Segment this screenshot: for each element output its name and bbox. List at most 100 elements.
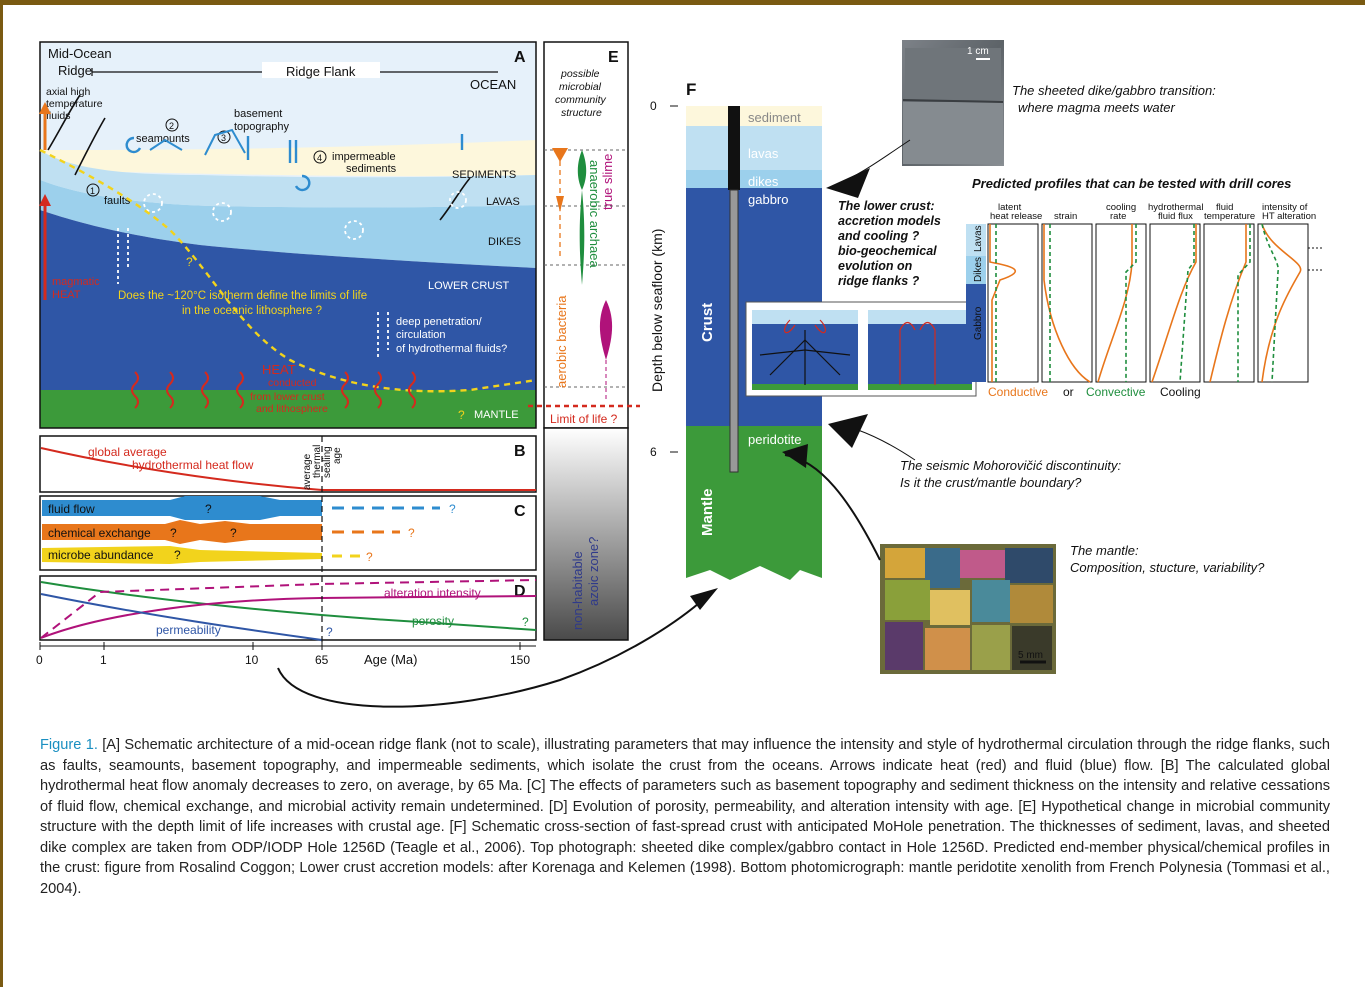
age-tick-1: 1 [100, 653, 107, 667]
conducted-label-1: conducted [268, 377, 317, 389]
isotherm-text-2: in the oceanic lithosphere ? [182, 305, 322, 317]
mor-label-2: Ridge [58, 63, 92, 78]
e-title-1: possible [560, 68, 600, 80]
e-title-4: structure [561, 107, 602, 119]
col-cooling-2: rate [1110, 211, 1126, 222]
avg-label-3: sealing [322, 446, 333, 478]
moho-arrow [828, 414, 868, 448]
chemical-band [42, 520, 322, 544]
lower-crust-label: LOWER CRUST [428, 280, 510, 292]
depth-tick-0: 0 [650, 99, 657, 113]
d-q1: ? [326, 625, 333, 639]
c-q5: ? [408, 526, 415, 540]
photo-caption-2: where magma meets water [1018, 100, 1175, 115]
c-q4: ? [230, 526, 237, 540]
lc-1: The lower crust: [838, 199, 935, 213]
layer-gabbro: Gabbro [973, 306, 984, 340]
col-alt-2: HT alteration [1262, 211, 1316, 222]
panel-f-label: F [686, 80, 696, 99]
col-latent-2: heat release [990, 211, 1042, 222]
moho-text-2: Is it the crust/mantle boundary? [900, 475, 1082, 490]
c-q7: ? [366, 550, 373, 564]
isotherm-question: ? [186, 255, 193, 269]
depth-axis-title: Depth below seafloor (km) [649, 229, 665, 392]
age-to-column-arrow [277, 597, 706, 708]
heat-flow-label-2: hydrothermal heat flow [132, 458, 254, 472]
ocean-label: OCEAN [470, 77, 516, 92]
magmatic-label-1: magmatic [52, 276, 100, 288]
dike-gabbro-photo: 1 cm [902, 40, 1004, 166]
permeability-label: permeability [156, 623, 221, 637]
lc-4: bio-geochemical [838, 244, 937, 258]
lower-crust-question: The lower crust: accretion models and co… [838, 199, 941, 288]
alteration-dashed [40, 579, 537, 639]
age-tick-4: 150 [510, 653, 530, 667]
faults-label: faults [104, 195, 131, 207]
c-q1: ? [205, 502, 212, 516]
layer-lavas: Lavas [973, 225, 984, 252]
e-title-2: microbial [559, 81, 602, 93]
col-hydro-2: fluid flux [1158, 211, 1193, 222]
panel-b-label: B [514, 443, 526, 460]
deep-text-2: circulation [396, 329, 446, 341]
panel-a-label: A [514, 49, 526, 66]
dike-pointer-arrow [826, 168, 870, 198]
accretion-models-inset [745, 301, 977, 397]
panel-b: B global average hydrothermal heat flow … [39, 435, 537, 493]
lc-3: and cooling ? [838, 229, 920, 243]
panel-a: A Mid-Ocean Ridge Ridge Flank OCEAN axia… [39, 41, 537, 429]
depth-tick-6: 6 [650, 445, 657, 459]
panel-c: C fluid flow chemical exchange microbe a… [39, 495, 537, 571]
marker-2: 2 [169, 121, 174, 131]
azoic-label-1: non-habitable [570, 551, 585, 630]
seamounts-label: seamounts [136, 133, 190, 145]
moho-text-1: The seismic Mohorovičić discontinuity: [900, 458, 1121, 473]
isotherm-text-1: Does the ~120°C isotherm define the limi… [118, 290, 367, 302]
axial-label-1: axial high [46, 86, 91, 98]
avg-label-1: average [302, 453, 313, 490]
conducted-label-2: from lower crust [250, 391, 325, 403]
marker-4: 4 [317, 153, 322, 163]
azoic-label-2: azoic zone? [586, 537, 601, 606]
axial-label-3: fluids [46, 110, 71, 122]
deep-text-1: deep penetration/ [396, 316, 483, 328]
fluid-flow-band [42, 496, 322, 520]
f-peridotite: peridotite [748, 432, 801, 447]
basement-label-1: basement [234, 108, 282, 120]
marker-3: 3 [221, 133, 226, 143]
alteration-curve [40, 595, 537, 639]
col-alt-1: intensity of [1262, 202, 1308, 213]
col-latent-1: latent [998, 202, 1022, 213]
f-crust: Crust [699, 303, 716, 342]
mantle-layer-label: MANTLE [474, 409, 519, 421]
true-slime-label: true slime [600, 154, 615, 210]
heat-flow-label-1: global average [88, 445, 167, 459]
age-axis-title: Age (Ma) [364, 652, 417, 667]
mor-label-1: Mid-Ocean [48, 46, 112, 61]
impermeable-label-2: sediments [346, 163, 397, 175]
avg-label-4: age [332, 447, 343, 464]
microbe-band [42, 546, 322, 564]
mantle-text-2: Composition, stucture, variability? [1070, 560, 1265, 575]
col-cooling-1: cooling [1106, 202, 1136, 213]
panel-e: E possible microbial community structure… [528, 41, 640, 641]
limit-of-life-label: Limit of life ? [550, 412, 618, 426]
c-q2: ? [449, 502, 456, 516]
col-hydro-1: hydrothermal [1148, 202, 1203, 213]
dashed-fluid-arrows [117, 191, 467, 360]
heat-label: HEAT [262, 362, 296, 377]
mantle-question: ? [458, 408, 465, 422]
heat-flow-curve [40, 447, 536, 491]
true-slime-shape [599, 300, 613, 360]
layer-dikes: Dikes [973, 257, 984, 282]
lavas-layer-label: LAVAS [486, 196, 520, 208]
conducted-label-3: and lithosphere [256, 403, 328, 415]
fluid-flow-label: fluid flow [48, 502, 95, 516]
f-lavas: lavas [748, 146, 779, 161]
peridotite-arrow [782, 444, 808, 468]
basement-label-2: topography [234, 121, 290, 133]
microbe-label: microbe abundance [48, 548, 154, 562]
lc-6: ridge flanks ? [838, 274, 920, 288]
porosity-label: porosity [412, 614, 454, 628]
